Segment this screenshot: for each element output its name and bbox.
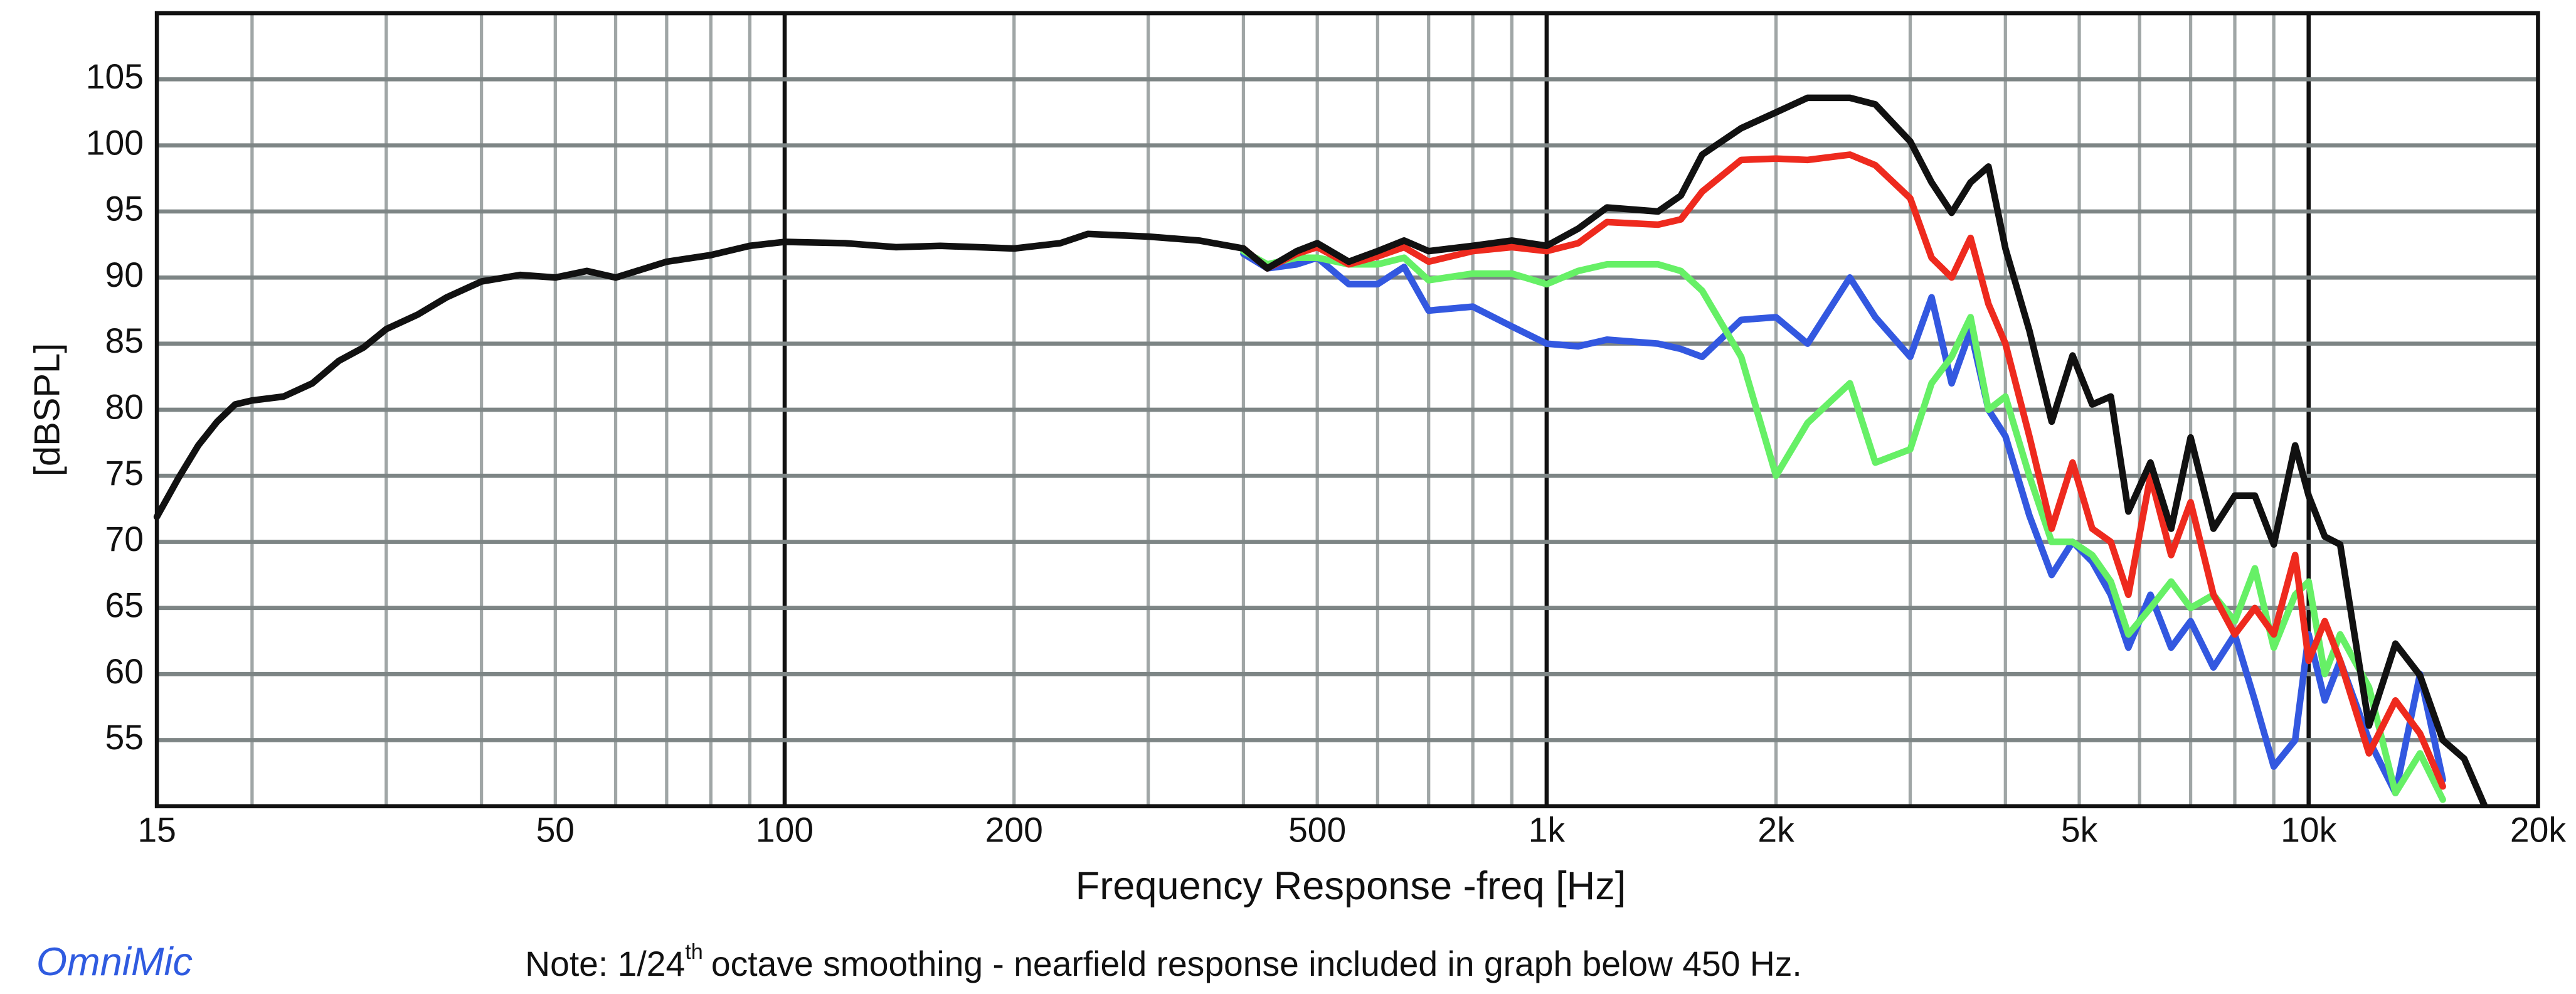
y-tick-label: 60 bbox=[105, 652, 144, 691]
brand: OmniMic bbox=[36, 940, 193, 984]
series-line bbox=[153, 94, 2488, 808]
x-tick-label: 2k bbox=[1757, 810, 1794, 849]
y-tick-label: 65 bbox=[105, 585, 144, 624]
note-text: Note: 1/24 bbox=[525, 944, 685, 983]
y-tick-label: 70 bbox=[105, 520, 144, 558]
y-tick-label: 55 bbox=[105, 718, 144, 757]
x-tick-label: 20k bbox=[2510, 810, 2566, 849]
y-axis-label: [dBSPL] bbox=[27, 343, 67, 476]
x-tick-label: 50 bbox=[536, 810, 575, 849]
y-tick-label: 85 bbox=[105, 321, 144, 360]
series-line bbox=[1240, 250, 2446, 796]
x-tick-label: 5k bbox=[2061, 810, 2098, 849]
note-text: octave smoothing - nearfield response in… bbox=[711, 944, 1802, 983]
x-tick-label: 10k bbox=[2281, 810, 2336, 849]
x-axis-label: Frequency Response -freq [Hz] bbox=[1076, 864, 1626, 908]
x-tick-label: 100 bbox=[756, 810, 814, 849]
y-tick-label: 105 bbox=[86, 57, 144, 96]
y-tick-label: 80 bbox=[105, 388, 144, 427]
y-tick-label: 75 bbox=[105, 454, 144, 493]
x-tick-label: 200 bbox=[985, 810, 1043, 849]
note: Note: 1/24th octave smoothing - nearfield… bbox=[525, 940, 1802, 983]
y-tick-label: 90 bbox=[105, 255, 144, 294]
x-tick-label: 15 bbox=[137, 810, 176, 849]
plot-frame bbox=[154, 11, 2540, 809]
series-line bbox=[1240, 247, 2446, 803]
x-tick-label: 1k bbox=[1529, 810, 1566, 849]
y-tick-label: 95 bbox=[105, 190, 144, 228]
grid bbox=[157, 13, 2538, 806]
labels: 55 60 65 70 75 80 85 90 95 100 105 15 50 100 200 500 1k 2… bbox=[86, 57, 2567, 850]
series-line bbox=[1240, 151, 2446, 790]
x-tick-label: 500 bbox=[1288, 810, 1346, 849]
note-sup: th bbox=[685, 940, 703, 964]
y-tick-label: 100 bbox=[86, 123, 144, 162]
lines bbox=[153, 94, 2488, 808]
